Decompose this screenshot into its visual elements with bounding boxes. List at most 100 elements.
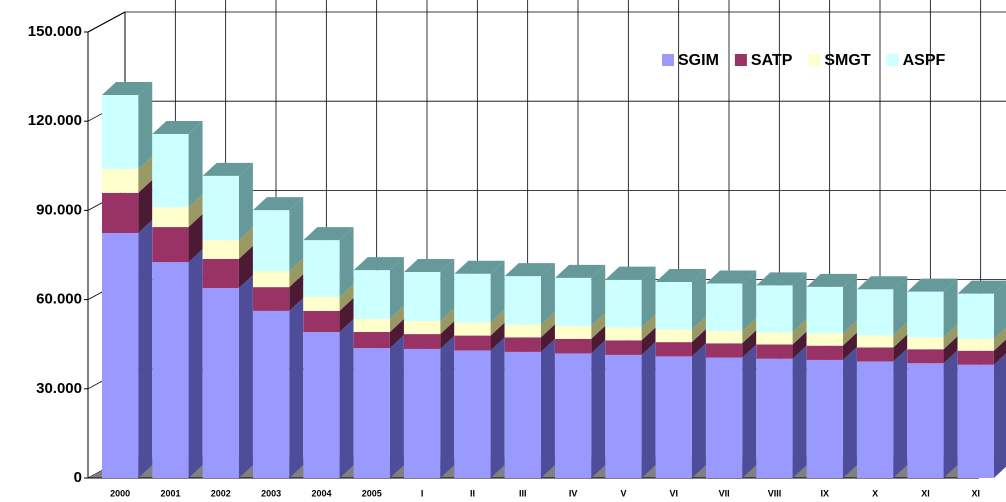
bar-segment xyxy=(907,278,958,338)
bar-front xyxy=(907,291,944,338)
x-tick-label: 2000 xyxy=(110,488,130,498)
bar-front xyxy=(404,271,441,322)
bar-front xyxy=(756,358,793,478)
bar-front xyxy=(957,293,994,339)
bar-segment xyxy=(907,350,958,478)
bar-top xyxy=(102,82,153,96)
bar-side xyxy=(188,120,203,208)
bar-side xyxy=(238,245,253,289)
bar-side xyxy=(993,339,1006,365)
bar-segment xyxy=(303,227,354,297)
bar-segment xyxy=(655,329,706,357)
x-tick-label: 2003 xyxy=(261,488,281,498)
bar-side xyxy=(742,317,757,344)
bar-segment xyxy=(706,270,757,331)
bar-front xyxy=(706,283,743,331)
x-tick-label: VI xyxy=(670,488,679,498)
bar-side xyxy=(490,309,505,336)
bar-segment xyxy=(605,327,656,355)
bar-segment xyxy=(555,264,606,327)
bar-side xyxy=(389,319,404,349)
bar-segment xyxy=(555,325,606,354)
bar-top xyxy=(404,258,455,272)
bar-front xyxy=(353,318,390,333)
bar-segment xyxy=(404,335,455,478)
bar-segment xyxy=(706,344,757,478)
bar-side xyxy=(943,350,958,478)
x-tick-label: IV xyxy=(569,488,578,498)
bar-side xyxy=(893,322,908,348)
x-tick-label: 2002 xyxy=(211,488,231,498)
bar-side xyxy=(238,162,253,241)
bar-front xyxy=(253,271,290,288)
bar-side xyxy=(943,278,958,338)
x-tick-label: II xyxy=(470,488,475,498)
bar-side xyxy=(691,269,706,330)
bar-top xyxy=(152,120,203,134)
bar-segment xyxy=(404,321,455,349)
bar-side xyxy=(490,322,505,351)
bar-side xyxy=(893,348,908,478)
bar-front xyxy=(353,270,390,319)
bar-top xyxy=(202,162,253,176)
x-tick-label: I xyxy=(421,488,424,498)
legend-label: SGIM xyxy=(678,52,719,69)
bar-side xyxy=(792,331,807,359)
bar-side xyxy=(792,319,807,345)
bar-segment xyxy=(605,314,656,341)
bar-segment xyxy=(102,82,153,170)
bar-segment xyxy=(303,283,354,311)
bar-front xyxy=(957,350,994,365)
bar-segment xyxy=(202,245,253,289)
bar-top xyxy=(756,272,807,286)
bar-front xyxy=(404,334,441,349)
bar-segment xyxy=(756,272,807,333)
bar-segment xyxy=(907,336,958,364)
bar-side xyxy=(792,345,807,478)
legend-label: SATP xyxy=(751,52,793,69)
bar-front xyxy=(756,332,793,345)
bar-side xyxy=(188,249,203,478)
bar-side xyxy=(389,257,404,319)
y-tick-label: 60.000 xyxy=(36,291,82,308)
bar-segment xyxy=(102,179,153,233)
bar-front xyxy=(555,326,592,339)
bar-side xyxy=(138,82,153,170)
bar-front xyxy=(303,332,340,478)
bar-segment xyxy=(454,322,505,351)
bar-front xyxy=(152,207,189,228)
bar-side xyxy=(440,308,455,335)
bar-front xyxy=(454,350,491,478)
bar-side xyxy=(993,282,1006,339)
bar-top xyxy=(253,197,304,211)
bar-front xyxy=(102,192,139,233)
bar-front xyxy=(957,338,994,351)
bar-segment xyxy=(152,194,203,228)
bar-side xyxy=(993,353,1006,478)
bar-front xyxy=(907,337,944,350)
bar-segment xyxy=(756,331,807,359)
bar-front xyxy=(857,289,894,336)
bar-front xyxy=(756,344,793,359)
bar-segment xyxy=(957,280,1006,339)
bar-segment xyxy=(253,274,304,311)
bar-front xyxy=(806,286,843,334)
bar-side xyxy=(289,258,304,288)
bar-front xyxy=(806,359,843,478)
bar-front xyxy=(404,348,441,478)
bar-segment xyxy=(605,266,656,328)
bar-top xyxy=(605,266,656,280)
bar-side xyxy=(339,319,354,478)
bar-front xyxy=(857,361,894,478)
bar-front xyxy=(303,240,340,297)
bar-segment xyxy=(706,317,757,344)
bar-segment xyxy=(857,322,908,348)
y-tick-label: 120.000 xyxy=(28,112,82,129)
bar-side xyxy=(540,324,555,352)
bar-front xyxy=(152,227,189,263)
bar-front xyxy=(202,258,239,289)
bar-side xyxy=(842,273,857,334)
bar-segment xyxy=(253,197,304,272)
bar-front xyxy=(907,349,944,364)
bar-top xyxy=(806,273,857,287)
